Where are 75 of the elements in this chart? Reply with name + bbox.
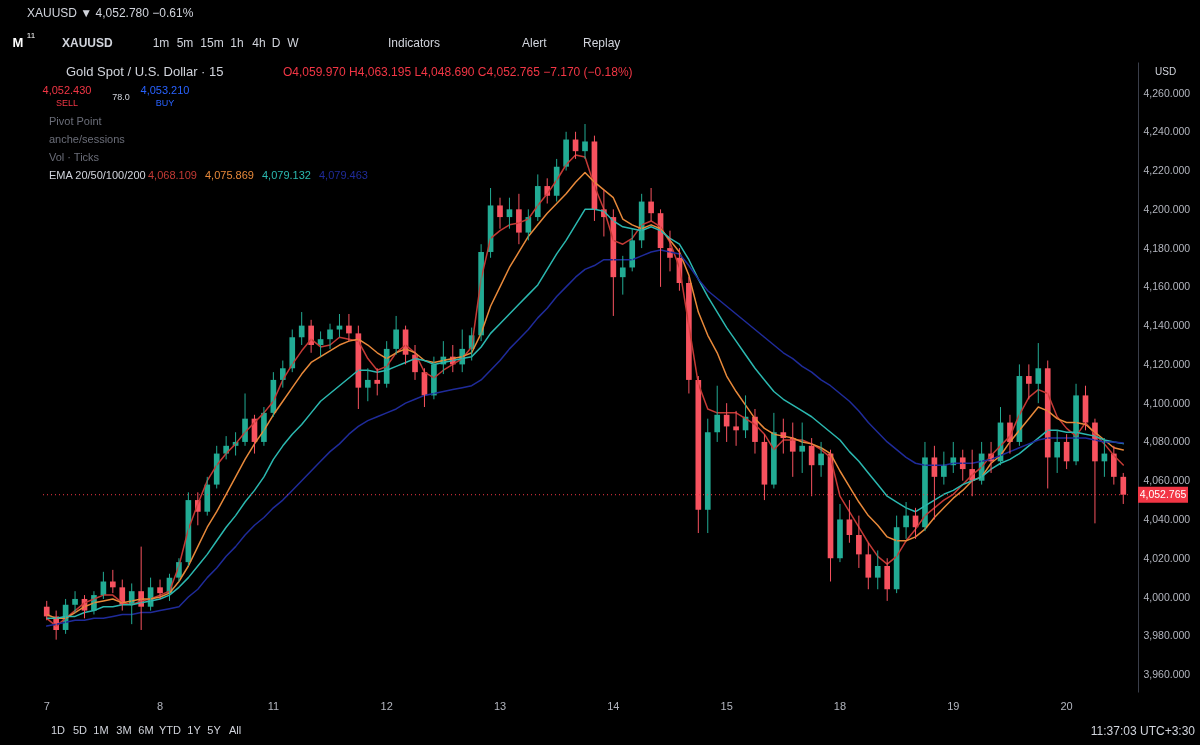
y-tick-label: 4,120.000	[1143, 357, 1191, 370]
y-tick-label: 4,200.000	[1143, 202, 1191, 215]
ref-line-label: 4,052.765	[1139, 487, 1187, 500]
candlestick	[619, 255, 626, 296]
x-tick-label: 15	[720, 699, 733, 712]
annotation: SELL	[55, 98, 79, 108]
candlestick	[874, 549, 881, 590]
text: 1m	[152, 36, 170, 50]
y-tick-label: 3,980.000	[1143, 629, 1191, 642]
text: 1M	[93, 724, 109, 736]
x-tick-label: 13	[493, 699, 507, 712]
y-tick-label: 4,080.000	[1143, 435, 1191, 448]
y-tick-label: 4,160.000	[1143, 280, 1191, 293]
y-tick-label: 4,260.000	[1143, 86, 1191, 99]
x-tick-label: 20	[1060, 699, 1073, 712]
y-tick-label: 4,220.000	[1143, 164, 1191, 177]
y-tick-label: 4,000.000	[1143, 590, 1191, 603]
text: All	[228, 724, 242, 736]
text: YTD	[159, 724, 182, 736]
annotation: anche/sessions	[49, 133, 126, 145]
candlestick	[364, 367, 371, 402]
x-tick-label: 7	[43, 699, 50, 712]
text: 5Y	[207, 724, 222, 736]
annotation: 78.0	[112, 92, 130, 102]
y-tick-label: 4,180.000	[1143, 241, 1191, 254]
annotation: 4,075.869	[205, 169, 254, 181]
text: 5m	[176, 36, 194, 50]
text: W	[287, 36, 300, 50]
text: XAUUSD	[62, 36, 114, 50]
text: Alert	[522, 36, 548, 50]
text: 15m	[200, 36, 224, 50]
annotation: Vol · Ticks	[49, 151, 100, 163]
chart-subtitle: O4,059.970 H4,063.195 L4,048.690 C4,052.765 −7.170 (−0.18%)	[283, 65, 633, 79]
annotation: Pivot Point	[49, 115, 102, 127]
y-tick-label: 4,140.000	[1143, 319, 1191, 332]
text: 6M	[138, 724, 154, 736]
annotation: 4,079.132	[262, 169, 311, 181]
x-tick-label: 18	[833, 699, 847, 712]
text: Indicators	[388, 36, 441, 50]
y-tick-label: 4,240.000	[1143, 125, 1191, 138]
x-tick-label: 14	[607, 699, 620, 712]
text: 5D	[72, 724, 88, 736]
text: Replay	[583, 36, 621, 50]
text: XAUUSD ▼ 4,052.780 −0.61%	[27, 6, 194, 20]
x-tick-label: 8	[156, 699, 164, 712]
y-tick-label: 4,100.000	[1143, 396, 1191, 409]
candlestick	[865, 542, 872, 590]
candlestick	[1035, 342, 1042, 404]
candlestick	[1026, 363, 1032, 400]
annotation: BUY	[155, 98, 175, 108]
y-tick-label: 4,020.000	[1143, 551, 1191, 564]
annotation: 4,068.109	[148, 169, 197, 181]
text: 11	[26, 31, 36, 40]
x-tick-label: 12	[380, 699, 393, 712]
text: 1Y	[187, 724, 202, 736]
text: 3M	[116, 724, 132, 736]
candlestick	[374, 367, 381, 396]
text: M	[12, 35, 24, 50]
text: 1D	[50, 724, 66, 736]
text: 1h	[230, 36, 244, 50]
text: 11:37:03 UTC+3:30	[1090, 724, 1196, 738]
x-tick-label: 11	[267, 699, 280, 712]
annotation: 4,052.430	[42, 84, 92, 96]
text: D	[271, 36, 281, 50]
y-tick-label: 4,040.000	[1143, 512, 1191, 525]
y-tick-label: 3,960.000	[1143, 668, 1191, 681]
annotation: 4,079.463	[319, 169, 368, 181]
text: USD	[1155, 66, 1177, 77]
annotation: 4,053.210	[140, 84, 190, 96]
x-tick-label: 19	[947, 699, 960, 712]
text: 4h	[252, 36, 266, 50]
y-tick-label: 4,060.000	[1143, 474, 1191, 487]
annotation: EMA 20/50/100/200	[49, 169, 146, 181]
chart-title: Gold Spot / U.S. Dollar · 15	[66, 64, 224, 79]
candlestick	[799, 422, 806, 474]
